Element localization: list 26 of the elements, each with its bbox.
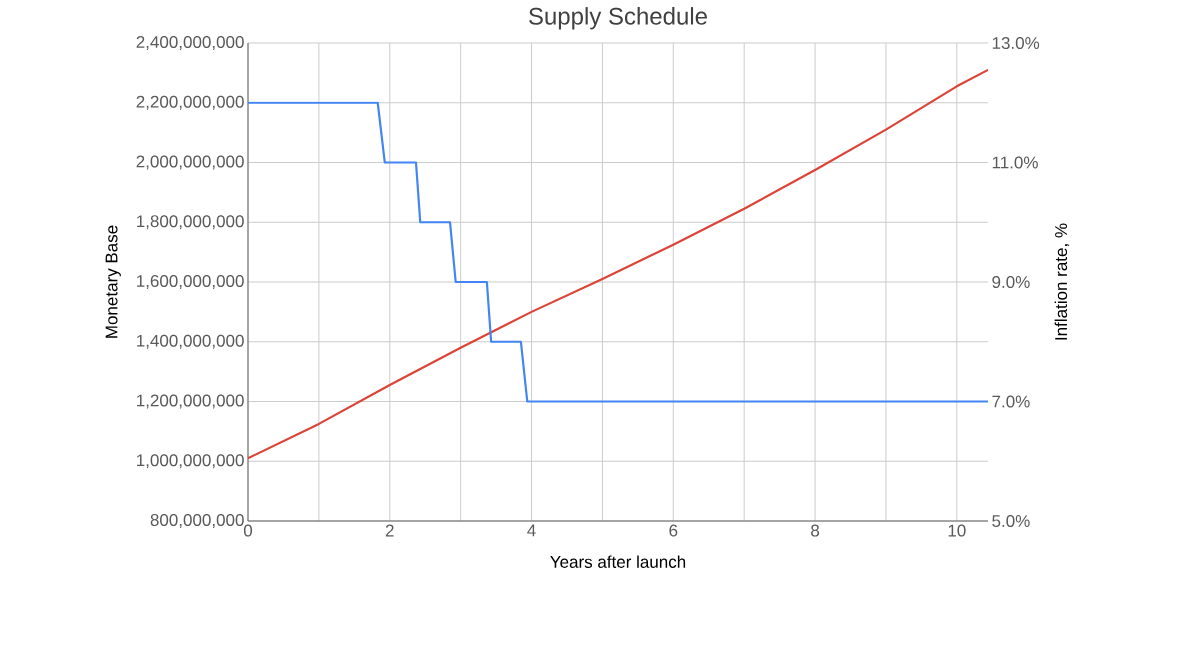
x-tick-label: 2 (385, 524, 394, 537)
y-tick-label: 1,600,000,000 (137, 274, 244, 290)
y2-tick-label: 9.0% (992, 275, 1030, 289)
line-series (248, 68, 989, 460)
y2-tick-label: 7.0% (992, 395, 1030, 408)
y-tick-label: 2,000,000,000 (136, 155, 244, 170)
line-series (248, 101, 989, 403)
y-tick-label: 1,200,000,000 (137, 394, 244, 409)
x-axis-title: Years after launch (550, 555, 686, 568)
x-tick-label: 8 (811, 524, 820, 537)
y2-tick-label: 13.0% (992, 36, 1040, 50)
x-tick-label: 4 (527, 524, 536, 537)
y-tick-label: 2,400,000,000 (136, 35, 244, 51)
y-tick-label: 1,000,000,000 (137, 454, 244, 469)
y-tick-label: 800,000,000 (150, 513, 244, 529)
y2-tick-label: 5.0% (992, 514, 1030, 528)
y-tick-label: 2,200,000,000 (136, 95, 244, 110)
y2-axis-title: Inflation rate, % (1054, 223, 1070, 340)
y2-tick-label: 11.0% (992, 156, 1038, 169)
x-tick-label: 10 (948, 524, 966, 537)
y-tick-label: 1,800,000,000 (137, 215, 244, 230)
x-tick-label: 0 (243, 524, 253, 537)
y-axis-title: Monetary Base (105, 225, 121, 338)
x-tick-label: 6 (669, 524, 678, 537)
chart-title: Supply Schedule (529, 7, 707, 30)
y-tick-label: 1,400,000,000 (137, 334, 244, 349)
